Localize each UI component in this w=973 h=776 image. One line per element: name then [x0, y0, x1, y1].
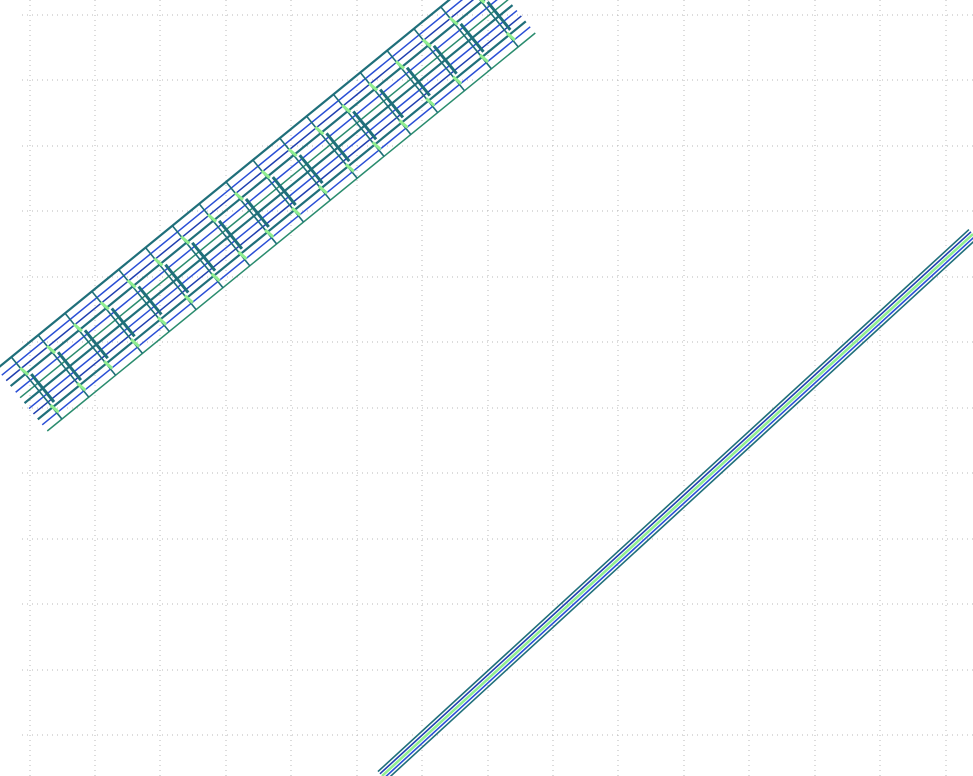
highlight-mark [394, 60, 405, 70]
highlight-mark [130, 338, 141, 348]
highlight-mark [344, 163, 355, 173]
track-rung [217, 219, 244, 250]
highlight-mark [371, 141, 382, 151]
highlight-mark [421, 38, 432, 48]
highlight-mark [478, 53, 489, 63]
highlight-mark [425, 97, 436, 107]
highlight-mark [264, 228, 275, 239]
track-rung [352, 110, 378, 141]
track-line [389, 241, 973, 776]
track-rung [432, 44, 458, 75]
highlight-mark [341, 104, 352, 114]
track-line [377, 228, 970, 773]
track-rung [56, 351, 83, 382]
highlight-mark [368, 82, 379, 92]
track-rung [30, 373, 56, 403]
track-line [23, 4, 514, 404]
track-rung [191, 241, 217, 272]
highlight-mark [156, 316, 167, 326]
grid-lines [22, 0, 973, 776]
track-rung [486, 1, 512, 31]
highlight-mark [317, 185, 328, 195]
track-rung [459, 22, 485, 53]
lower-track-corridor [377, 228, 973, 776]
highlight-mark [505, 31, 516, 42]
track-line [5, 0, 475, 382]
track-rung [137, 285, 163, 316]
track-rung [298, 154, 324, 185]
highlight-mark [448, 16, 459, 26]
highlight-mark [207, 213, 218, 223]
track-line [46, 32, 536, 432]
highlight-mark [103, 360, 114, 370]
highlight-mark [287, 147, 298, 158]
track-line [19, 0, 509, 399]
upper-track-corridor [0, 0, 536, 432]
highlight-mark [19, 366, 30, 377]
highlight-mark [233, 191, 244, 201]
track-line [41, 26, 531, 426]
highlight-mark [314, 125, 325, 136]
track-rung [244, 198, 270, 228]
track-rung [405, 66, 431, 97]
track-line [381, 233, 973, 776]
track-line [385, 236, 973, 776]
track-line [1, 0, 464, 376]
highlight-mark [126, 279, 137, 289]
highlight-mark [479, 0, 486, 4]
track-line [28, 9, 518, 410]
track-line [379, 231, 972, 775]
highlight-mark [260, 169, 271, 180]
track-rung [271, 176, 297, 206]
track-line [9, 0, 486, 387]
highlight-mark [76, 382, 87, 392]
track-rung [379, 88, 405, 119]
track-line [37, 20, 527, 421]
highlight-mark [398, 119, 409, 129]
track-rung [110, 307, 136, 338]
highlight-mark [237, 250, 248, 261]
highlight-mark [99, 301, 110, 311]
highlight-mark [452, 75, 463, 85]
track-rung [325, 132, 351, 163]
highlight-mark [46, 344, 57, 355]
highlight-mark [49, 403, 60, 414]
highlight-mark [183, 294, 194, 304]
highlight-mark [210, 272, 221, 282]
track-rung [164, 263, 190, 294]
highlight-mark [72, 323, 83, 333]
highlight-mark [291, 206, 302, 217]
highlight-mark [180, 235, 191, 245]
track-line [32, 15, 522, 415]
track-rung [83, 329, 109, 360]
track-line [0, 0, 451, 368]
track-line [15, 0, 498, 393]
highlight-mark [153, 257, 164, 267]
